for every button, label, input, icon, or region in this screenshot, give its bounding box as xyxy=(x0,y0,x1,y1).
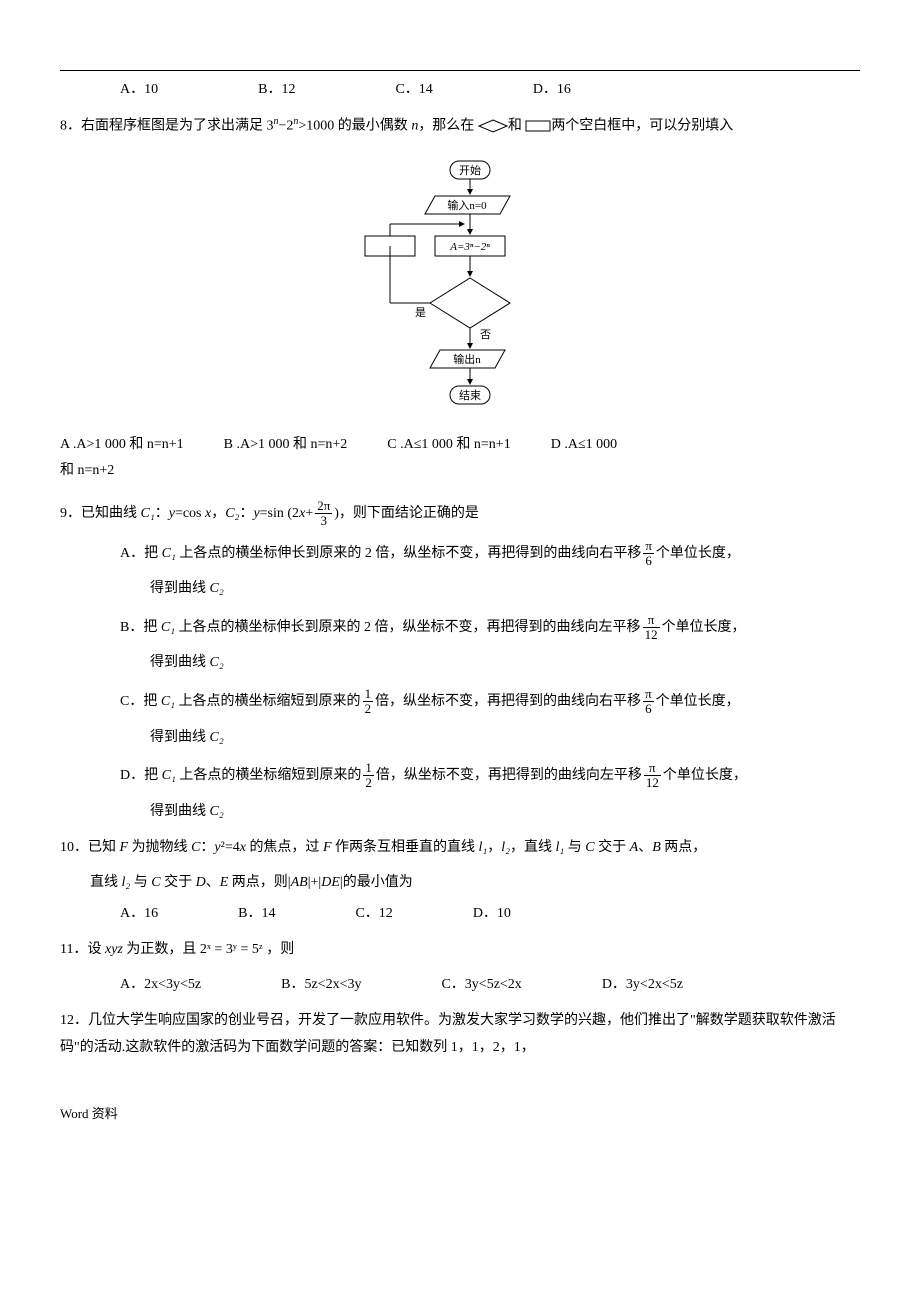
q8-text5: 和 xyxy=(508,118,522,133)
q10-opt-b: B．14 xyxy=(238,901,275,928)
flow-yes: 是 xyxy=(415,306,426,319)
q9-frac: 2π3 xyxy=(315,499,332,529)
q9-opt-b-line2: 得到曲线 C₂ xyxy=(150,650,860,677)
q11-number: 11． xyxy=(60,942,87,957)
flowchart: 开始 输入n=0 A=3ⁿ−2ⁿ 是 否 输出n 结束 xyxy=(60,156,860,416)
q12-number: 12． xyxy=(60,1013,88,1028)
q9-opt-b: B．把 C₁ 上各点的横坐标伸长到原来的 2 倍，纵坐标不变，再把得到的曲线向左… xyxy=(120,613,860,643)
q9-opt-d-line2: 得到曲线 C₂ xyxy=(150,799,860,826)
q8-text1: 右面程序框图是为了求出满足 3 xyxy=(81,118,274,133)
flow-no: 否 xyxy=(480,329,491,341)
q11-opt-c: C．3y<5z<2x xyxy=(441,972,521,999)
q11-opt-a: A．2x<3y<5z xyxy=(120,972,201,999)
q8-text2: −2 xyxy=(279,118,294,133)
rect-icon xyxy=(525,120,551,132)
q10-opt-a: A．16 xyxy=(120,901,158,928)
q7-opt-c: C．14 xyxy=(395,77,432,104)
q10-opt-d: D．10 xyxy=(473,901,511,928)
flow-assign: A=3ⁿ−2ⁿ xyxy=(449,241,490,253)
q8-options: A .A>1 000 和 n=n+1 B .A>1 000 和 n=n+2 C … xyxy=(60,432,860,459)
diamond-icon xyxy=(478,119,508,133)
q9-opt-a-line2: 得到曲线 C₂ xyxy=(150,576,860,603)
q10-number: 10． xyxy=(60,840,88,855)
question-9: 9．已知曲线 C₁：y=cos x，C₂：y=sin (2x+2π3)，则下面结… xyxy=(60,499,860,529)
q8-text3: >1000 的最小偶数 xyxy=(298,118,411,133)
q8-opt-c: C .A≤1 000 和 n=n+1 xyxy=(387,432,510,459)
q11-opt-d: D．3y<2x<5z xyxy=(602,972,683,999)
question-11: 11．设 xyz 为正数，且 2ˣ = 3ʸ = 5ᶻ ，则 xyxy=(60,937,860,964)
question-10: 10．已知 F 为抛物线 C：y²=4x 的焦点，过 F 作两条互相垂直的直线 … xyxy=(60,835,860,862)
question-12: 12．几位大学生响应国家的创业号召，开发了一款应用软件。为激发大家学习数学的兴趣… xyxy=(60,1008,860,1061)
flow-end: 结束 xyxy=(459,389,481,402)
q11-opt-b: B．5z<2x<3y xyxy=(281,972,361,999)
q9-opt-a: A．把 C₁ 上各点的横坐标伸长到原来的 2 倍，纵坐标不变，再把得到的曲线向右… xyxy=(120,539,860,569)
q10-opt-c: C．12 xyxy=(355,901,392,928)
q8-text6: 两个空白框中，可以分别填入 xyxy=(551,118,733,133)
q10-line2: 直线 l₂ 与 C 交于 D、E 两点，则|AB|+|DE|的最小值为 xyxy=(90,870,860,897)
q9-opt-c-line2: 得到曲线 C₂ xyxy=(150,725,860,752)
q7-opt-d: D．16 xyxy=(533,77,571,104)
q11-options: A．2x<3y<5z B．5z<2x<3y C．3y<5z<2x D．3y<2x… xyxy=(120,972,860,999)
q8-opt-d-line2: 和 n=n+2 xyxy=(60,458,860,485)
q9-number: 9． xyxy=(60,506,81,521)
flowchart-svg: 开始 输入n=0 A=3ⁿ−2ⁿ 是 否 输出n 结束 xyxy=(360,156,560,416)
q7-opt-a: A．10 xyxy=(120,77,158,104)
flow-output: 输出n xyxy=(453,352,481,366)
flow-input: 输入n=0 xyxy=(447,198,487,212)
q9-opt-d: D．把 C₁ 上各点的横坐标缩短到原来的12倍，纵坐标不变，再把得到的曲线向左平… xyxy=(120,761,860,791)
q7-options: A．10 B．12 C．14 D．16 xyxy=(120,77,860,104)
question-8: 8．右面程序框图是为了求出满足 3n−2n>1000 的最小偶数 n，那么在 和… xyxy=(60,112,860,140)
page-top-rule xyxy=(60,70,860,71)
q9-opt-c: C．把 C₁ 上各点的横坐标缩短到原来的12倍，纵坐标不变，再把得到的曲线向右平… xyxy=(120,687,860,717)
q7-opt-b: B．12 xyxy=(258,77,295,104)
q8-opt-d: D .A≤1 000 xyxy=(551,432,617,459)
q10-options: A．16 B．14 C．12 D．10 xyxy=(120,901,860,928)
q8-opt-b: B .A>1 000 和 n=n+2 xyxy=(224,432,348,459)
q8-text4: ，那么在 xyxy=(418,118,474,133)
q8-number: 8． xyxy=(60,118,81,133)
q12-text: 几位大学生响应国家的创业号召，开发了一款应用软件。为激发大家学习数学的兴趣，他们… xyxy=(60,1013,836,1055)
flow-start: 开始 xyxy=(459,163,481,177)
footer: Word 资料 xyxy=(60,1102,860,1127)
q8-opt-a: A .A>1 000 和 n=n+1 xyxy=(60,432,184,459)
